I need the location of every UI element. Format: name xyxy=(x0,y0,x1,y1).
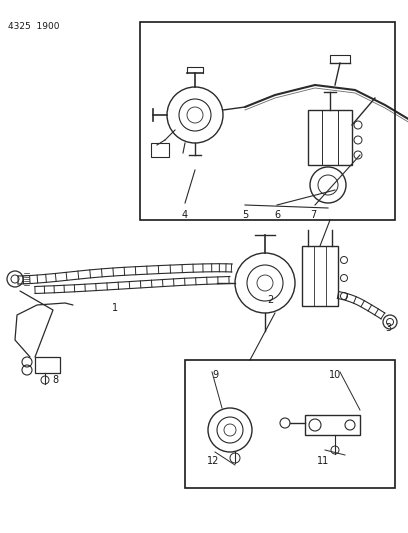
Text: 5: 5 xyxy=(242,210,248,220)
Text: 3: 3 xyxy=(385,323,391,333)
Text: 12: 12 xyxy=(207,456,219,466)
Bar xyxy=(140,22,395,220)
Text: 1: 1 xyxy=(112,303,118,313)
Text: 4: 4 xyxy=(182,210,188,220)
Text: 6: 6 xyxy=(274,210,280,220)
Bar xyxy=(305,415,360,435)
Text: 4325  1900: 4325 1900 xyxy=(8,22,60,31)
Bar xyxy=(35,357,60,373)
Text: 8: 8 xyxy=(52,375,58,385)
Text: 7: 7 xyxy=(310,210,316,220)
Bar xyxy=(302,246,338,306)
Text: 2: 2 xyxy=(267,295,273,305)
Text: 10: 10 xyxy=(329,370,341,380)
Bar xyxy=(308,110,352,165)
Text: 9: 9 xyxy=(212,370,218,380)
Bar xyxy=(151,143,169,157)
Text: 11: 11 xyxy=(317,456,329,466)
Bar xyxy=(185,360,395,488)
